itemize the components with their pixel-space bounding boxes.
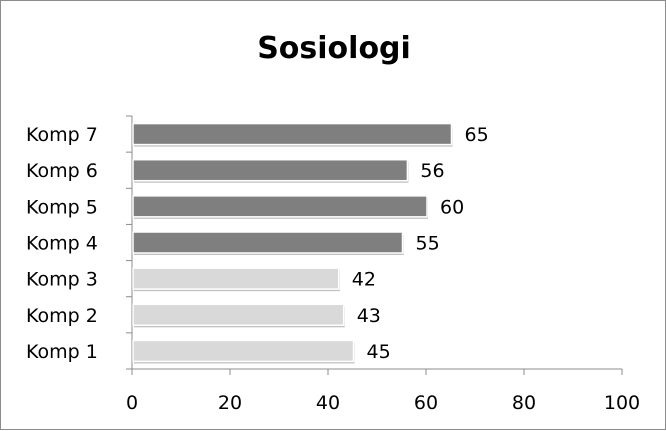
data-label: 45 [367,341,391,363]
bar [132,195,428,218]
data-label: 43 [357,305,381,327]
bar [132,303,345,327]
chart-title: Sosiologi [257,31,411,66]
data-label: 56 [420,160,444,182]
bar [132,231,404,254]
category-label: Komp 5 [26,196,98,218]
x-tick-label: 0 [126,392,138,414]
category-label: Komp 2 [26,305,98,327]
x-tick-label: 40 [316,392,340,414]
x-tick-label: 20 [218,392,242,414]
data-label: 55 [416,233,440,255]
data-label: 60 [440,196,464,218]
category-label: Komp 6 [26,160,98,182]
bar [132,122,453,146]
bar [132,339,355,363]
category-label: Komp 7 [26,124,98,146]
category-label: Komp 3 [26,269,98,291]
category-label: Komp 4 [26,233,98,255]
data-label: 65 [465,124,489,146]
x-tick-label: 80 [512,392,536,414]
category-label: Komp 1 [26,341,98,363]
x-tick-label: 100 [604,392,640,414]
data-label: 42 [352,269,376,291]
x-tick-label: 60 [414,392,438,414]
bar [132,158,409,182]
bar [132,267,340,290]
